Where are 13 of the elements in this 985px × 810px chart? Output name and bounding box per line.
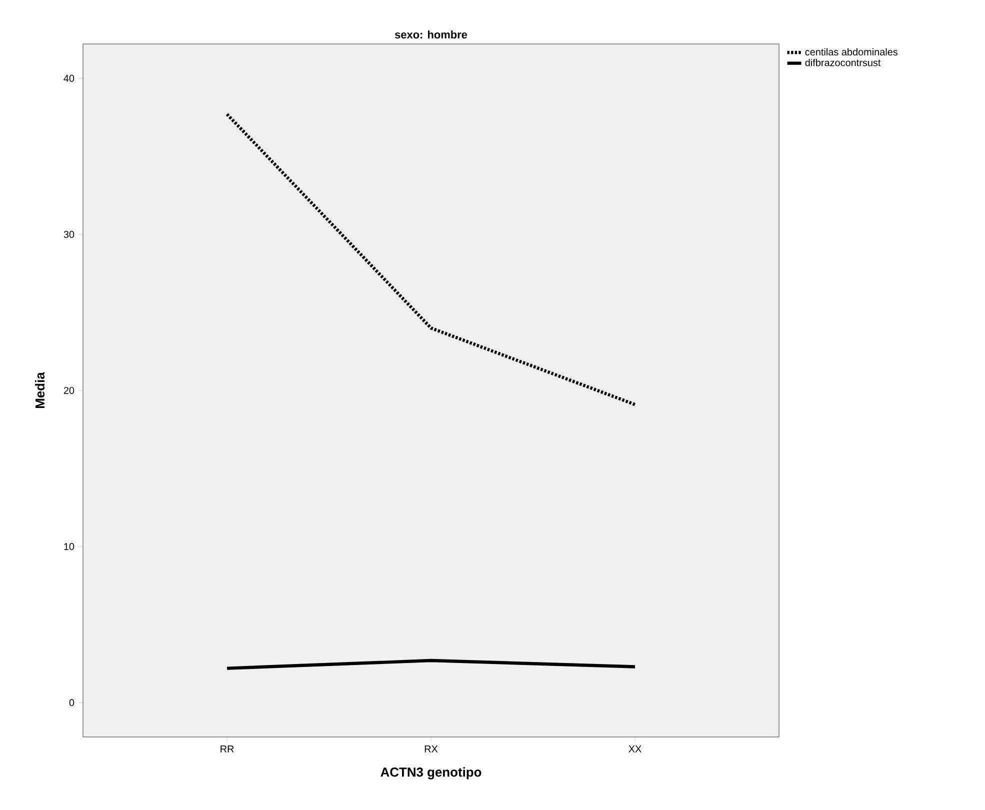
x-tick-label: RR (220, 746, 234, 752)
chart-title: sexo: hombre (394, 30, 468, 38)
x-axis-title: ACTN3 genotipo (380, 767, 482, 780)
y-axis-title: Media (35, 372, 45, 408)
y-tick-label: 20 (64, 386, 74, 394)
x-tick-label: XX (628, 746, 642, 752)
y-tick-label: 0 (69, 699, 74, 706)
legend-label: centilas abdominales (805, 48, 898, 56)
x-tick-label: RX (424, 746, 438, 752)
y-tick-label: 40 (64, 74, 74, 82)
legend-label: difbrazocontrsust (805, 58, 881, 66)
y-tick-label: 30 (64, 230, 74, 238)
y-tick-label: 10 (64, 543, 74, 550)
